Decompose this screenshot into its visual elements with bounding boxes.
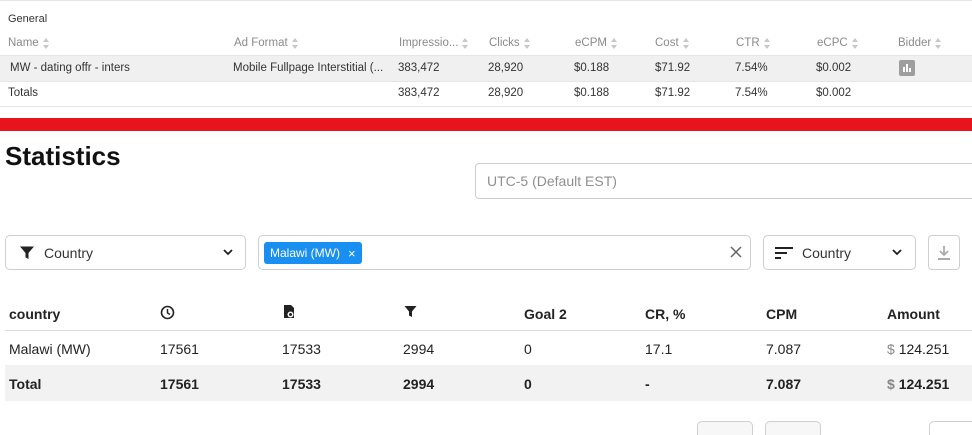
prev-page-button[interactable] [697,421,753,435]
ad-format: Mobile Fullpage Interstitial (... [233,62,384,74]
page-title: Statistics [5,141,121,171]
selected-country-chip[interactable]: Malawi (MW) × [264,242,362,264]
document-metric-cell: 17533 [282,341,321,357]
column-header-cost[interactable]: Cost [655,37,690,49]
bar-chart-icon[interactable] [899,60,915,76]
total-cpm: 7.087 [766,376,802,392]
column-header-name[interactable]: Name [8,37,50,49]
total-cost: $71.92 [655,87,691,99]
group-by-select[interactable]: Country [5,235,246,270]
cr-cell: 17.1 [645,341,673,357]
column-header-goal2[interactable]: Goal 2 [524,306,567,322]
table-row[interactable]: MW - dating offr - inters Mobile Fullpag… [0,56,972,82]
table-row[interactable]: Malawi (MW) 17561 17533 2994 0 17.1 7.08… [5,331,972,365]
currency-symbol: $ [887,341,895,357]
total-document-metric: 17533 [282,376,321,392]
clear-icon[interactable] [729,245,743,259]
sort-icon [523,37,531,49]
total-funnel-metric: 2994 [403,376,435,392]
next-page-button[interactable] [765,421,821,435]
total-clicks: 28,920 [488,87,524,99]
funnel-metric-cell: 2994 [403,341,435,357]
cpm-cell: 7.087 [766,341,802,357]
total-clock-metric: 17561 [160,376,199,392]
sort-by-select[interactable]: Country [763,235,916,270]
total-impressions: 383,472 [398,87,440,99]
chip-label: Malawi (MW) [270,246,340,260]
totals-label: Totals [8,87,39,99]
chevron-down-icon [223,249,233,256]
sort-icon [763,37,771,49]
column-header-country[interactable]: country [9,306,61,322]
sort-by-value: Country [802,245,852,261]
total-ecpc: $0.002 [816,87,852,99]
currency-symbol: $ [887,376,895,392]
cost-value: $71.92 [655,62,691,74]
column-header-amount[interactable]: Amount [887,306,940,322]
general-table-header: Name Ad Format Impressio... Clicks eCPM … [0,31,972,56]
funnel-icon[interactable] [404,305,417,321]
total-goal2: 0 [524,376,532,392]
sort-icon [610,37,618,49]
column-header-ad-format[interactable]: Ad Format [234,37,299,49]
column-header-ecpc[interactable]: eCPC [817,37,859,49]
sort-icon [851,37,859,49]
sort-icon [42,37,50,49]
chevron-down-icon [892,249,902,256]
total-row: Total 17561 17533 2994 0 - 7.087 $ 124.2… [5,365,972,401]
column-header-bidder[interactable]: Bidder [898,37,942,49]
campaign-name[interactable]: MW - dating offr - inters [10,62,130,74]
column-header-clicks[interactable]: Clicks [489,37,531,49]
impressions-value: 383,472 [398,62,440,74]
chip-remove-icon[interactable]: × [348,245,356,261]
total-amount: $ 124.251 [887,376,950,392]
sort-lines-icon [775,247,793,259]
general-table: General Name Ad Format Impressio... Clic… [0,0,972,107]
clock-metric-cell: 17561 [160,341,199,357]
totals-row: Totals 383,472 28,920 $0.188 $71.92 7.54… [0,82,972,107]
sort-icon [291,37,299,49]
group-by-value: Country [44,245,94,261]
stats-table-header: country Goal 2 CR, % CPM Amount [5,296,972,331]
column-header-impressions[interactable]: Impressio... [399,37,469,49]
column-header-ecpm[interactable]: eCPM [575,37,618,49]
page-size-select[interactable] [929,421,972,435]
section-divider-bar [0,118,972,131]
timezone-input[interactable] [475,163,972,199]
ecpm-value: $0.188 [574,62,610,74]
column-header-cpm[interactable]: CPM [766,306,798,322]
goal2-cell: 0 [524,341,532,357]
download-icon [938,246,950,260]
download-button[interactable] [928,235,960,270]
sort-icon [462,37,469,49]
total-ctr: 7.54% [735,87,768,99]
sort-icon [682,37,690,49]
total-cr: - [645,376,650,392]
clock-icon[interactable] [160,305,175,323]
filter-icon [20,246,34,259]
total-ecpm: $0.188 [574,87,610,99]
clicks-value: 28,920 [488,62,524,74]
country-filter-input[interactable]: Malawi (MW) × [258,235,751,270]
ecpc-value: $0.002 [816,62,852,74]
column-header-ctr[interactable]: CTR [736,37,771,49]
general-section-label: General [8,13,48,25]
total-label: Total [9,376,42,392]
document-icon[interactable] [282,304,297,323]
amount-cell: $ 124.251 [887,341,950,357]
country-cell: Malawi (MW) [9,341,91,357]
ctr-value: 7.54% [735,62,768,74]
sort-icon [935,37,942,49]
column-header-cr[interactable]: CR, % [645,306,686,322]
